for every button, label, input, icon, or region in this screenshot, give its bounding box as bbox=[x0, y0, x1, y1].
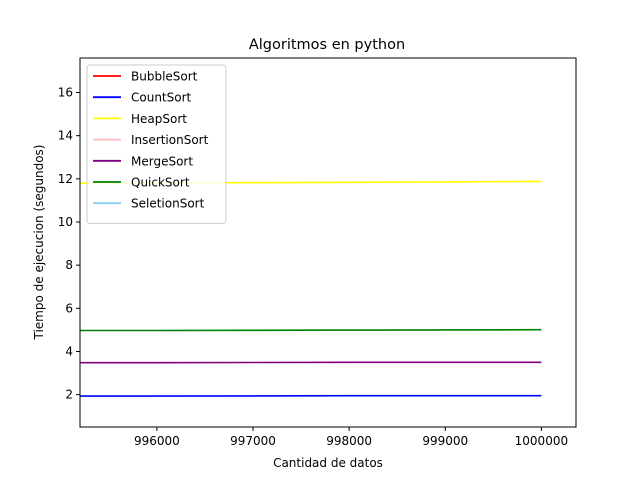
legend-box bbox=[86, 64, 227, 224]
y-tick-label: 14 bbox=[58, 129, 73, 143]
legend-label-heapsort: HeapSort bbox=[131, 112, 187, 126]
x-tick-label: 999000 bbox=[422, 434, 468, 448]
y-axis-ticks: 2 4 6 8 10 12 14 16 bbox=[58, 86, 80, 402]
y-tick-label: 4 bbox=[65, 344, 73, 358]
legend-label-quicksort: QuickSort bbox=[131, 176, 190, 190]
x-axis-label: Cantidad de datos bbox=[273, 456, 383, 470]
x-axis-ticks: 996000 997000 998000 999000 1000000 bbox=[134, 427, 568, 448]
y-tick-label: 12 bbox=[58, 172, 73, 186]
legend-label-bubblesort: BubbleSort bbox=[131, 70, 198, 84]
y-tick-label: 6 bbox=[65, 301, 73, 315]
x-tick-label: 998000 bbox=[326, 434, 372, 448]
y-tick-label: 10 bbox=[58, 215, 73, 229]
y-tick-label: 2 bbox=[65, 388, 73, 402]
x-tick-label: 996000 bbox=[134, 434, 180, 448]
chart-title: Algoritmos en python bbox=[249, 37, 405, 53]
series-line-quicksort bbox=[80, 328, 542, 332]
x-tick-label: 997000 bbox=[230, 434, 276, 448]
y-tick-label: 8 bbox=[65, 258, 73, 272]
y-axis-label: Tiempo de ejecucion (segundos) bbox=[32, 145, 46, 341]
y-tick-label: 16 bbox=[58, 86, 73, 100]
legend: BubbleSort CountSort HeapSort InsertionSort… bbox=[86, 64, 227, 224]
legend-label-mergesort: MergeSort bbox=[131, 154, 193, 168]
x-tick-label: 1000000 bbox=[515, 434, 568, 448]
legend-label-insertionsort: InsertionSort bbox=[131, 133, 209, 147]
legend-label-countsort: CountSort bbox=[131, 91, 192, 105]
legend-label-seletionsort: SeletionSort bbox=[131, 197, 205, 211]
axes-frame bbox=[79, 57, 577, 428]
